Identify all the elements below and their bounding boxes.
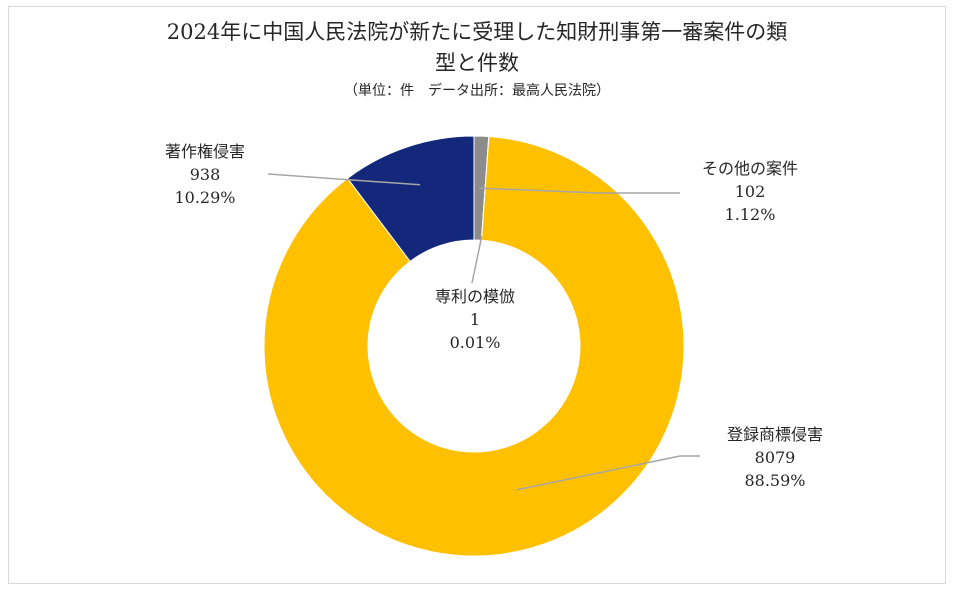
leader-trademark (516, 455, 700, 491)
label-copyright: 著作権侵害 938 10.29% (135, 140, 275, 209)
slice-trademark (263, 135, 685, 557)
label-other: その他の案件 102 1.12% (670, 157, 830, 226)
label-copyright-percent: 10.29% (174, 188, 236, 207)
label-copyright-value: 938 (189, 165, 221, 184)
slice-copyright (346, 135, 475, 263)
label-other-percent: 1.12% (724, 205, 776, 224)
leader-patent (471, 236, 483, 284)
label-patent-percent: 0.01% (449, 333, 501, 352)
label-other-name: その他の案件 (701, 159, 798, 178)
chart-title: 2024年に中国人民法院が新たに受理した知財刑事第一審案件の類 (166, 20, 788, 44)
chart-subtitle: （単位：件 データ出所：最高人民法院） (344, 83, 610, 99)
label-trademark: 登録商標侵害 8079 88.59% (695, 423, 855, 492)
leader-copyright (267, 173, 421, 186)
label-other-value: 102 (734, 182, 766, 201)
label-patent: 専利の模倣 1 0.01% (400, 285, 550, 354)
label-trademark-percent: 88.59% (744, 471, 806, 490)
label-copyright-name: 著作権侵害 (164, 142, 245, 161)
chart-title-line2: 型と件数 (435, 51, 519, 75)
label-trademark-value: 8079 (754, 448, 796, 467)
leader-other (479, 187, 680, 194)
label-patent-value: 1 (469, 310, 481, 329)
label-patent-name: 専利の模倣 (434, 287, 515, 306)
label-trademark-name: 登録商標侵害 (726, 425, 823, 444)
